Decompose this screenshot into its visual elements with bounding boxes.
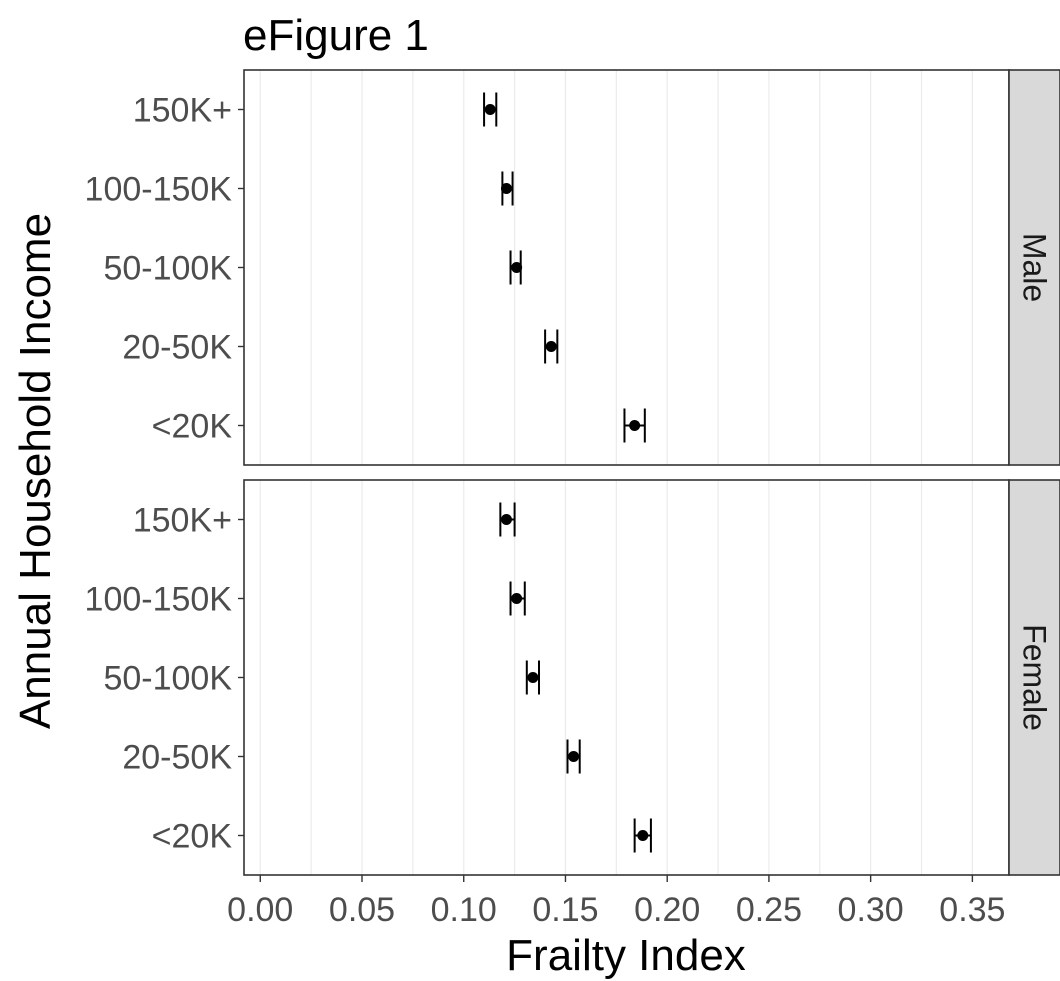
y-tick-label: <20K [152, 408, 233, 446]
x-axis-title: Frailty Index [506, 931, 746, 980]
data-point [568, 751, 580, 762]
data-point [637, 830, 649, 841]
x-axis: 0.00 0.05 0.10 0.15 0.20 0.25 0.30 0.35 [227, 875, 1005, 929]
x-tick-label: 0.30 [838, 891, 904, 929]
facet-panel-female: 150K+ 100-150K 50-100K 20-50K <20K Female [85, 479, 1060, 876]
x-tick-label: 0.10 [431, 891, 497, 929]
data-point [511, 593, 523, 604]
data-point [500, 183, 512, 194]
y-tick-label: <20K [152, 818, 233, 856]
panel-background [244, 480, 1009, 875]
x-tick-label: 0.00 [227, 891, 293, 929]
x-tick-label: 0.25 [736, 891, 802, 929]
x-tick-label: 0.20 [634, 891, 700, 929]
x-tick-label: 0.05 [329, 891, 395, 929]
panel-background [244, 70, 1009, 465]
data-point [629, 420, 641, 431]
y-tick-label: 20-50K [122, 329, 232, 367]
facet-strip-label: Male [1017, 233, 1053, 302]
y-tick-label: 100-150K [85, 171, 233, 209]
x-tick-label: 0.15 [532, 891, 598, 929]
data-point [545, 341, 557, 352]
facet-panels: 150K+100-150K50-100K20-50K<20KMale150K+1… [85, 69, 1060, 876]
data-point [500, 514, 512, 525]
y-tick-label: 50-100K [103, 250, 232, 288]
facet-strip [1008, 69, 1060, 466]
facet-strip-label: Female [1017, 624, 1053, 731]
y-tick-label: 20-50K [122, 739, 232, 777]
data-point [511, 262, 523, 273]
y-tick-label: 150K+ [133, 502, 232, 540]
y-tick-label: 100-150K [85, 581, 233, 619]
facet-panel-male: 150K+ 100-150K 50-100K 20-50K <20K Male [85, 69, 1060, 466]
facet-strip [1008, 479, 1060, 876]
y-tick-label: 150K+ [133, 92, 232, 130]
data-point [484, 104, 496, 115]
chart-title: eFigure 1 [243, 11, 429, 60]
y-tick-label: 50-100K [103, 660, 232, 698]
data-point [527, 672, 539, 683]
y-axis-title: Annual Household Income [11, 213, 60, 729]
x-tick-label: 0.35 [939, 891, 1005, 929]
